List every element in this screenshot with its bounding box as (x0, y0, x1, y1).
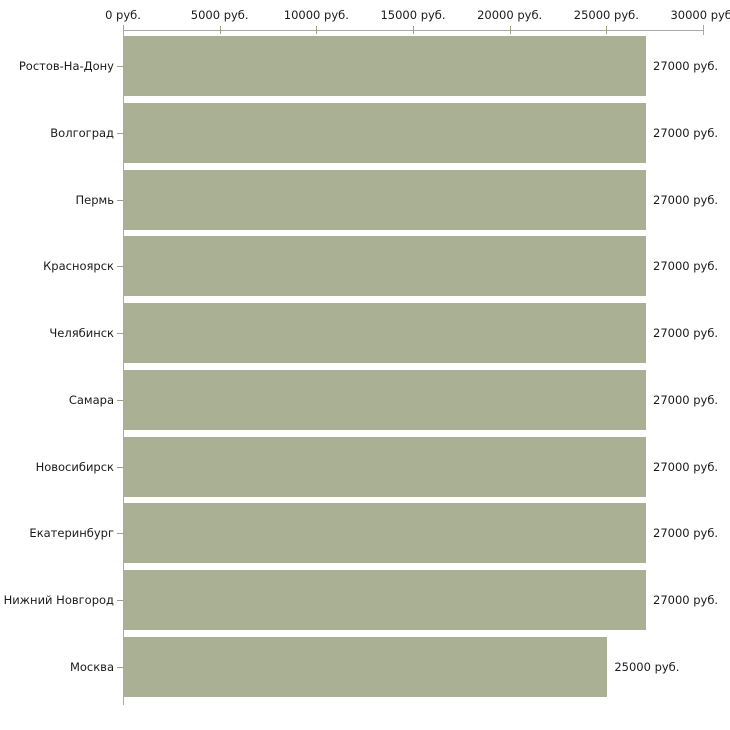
bar[interactable] (124, 236, 646, 297)
bar[interactable] (124, 36, 646, 97)
x-axis-tick (219, 26, 221, 34)
x-axis-tick (316, 26, 318, 34)
y-axis-category-label: Волгоград (50, 126, 114, 141)
y-axis-category-label: Пермь (75, 192, 114, 207)
y-axis-tick (117, 466, 123, 468)
y-axis-tick (117, 266, 123, 268)
y-axis-category-label: Нижний Новгород (3, 592, 114, 607)
bar-value-label: 25000 руб. (614, 659, 680, 674)
x-axis-tick-label: 0 руб. (105, 8, 141, 22)
bar[interactable] (124, 569, 646, 630)
y-axis-line (123, 30, 124, 705)
bar[interactable] (124, 436, 646, 497)
x-axis-tick-label: 25000 руб. (573, 8, 639, 22)
bar[interactable] (124, 169, 646, 230)
bar[interactable] (124, 303, 646, 364)
bar[interactable] (124, 103, 646, 164)
bar-value-label: 27000 руб. (653, 192, 719, 207)
y-axis-tick (117, 199, 123, 201)
x-axis-tick-label: 20000 руб. (477, 8, 543, 22)
y-axis-category-label: Москва (69, 659, 114, 674)
bar-value-label: 27000 руб. (653, 326, 719, 341)
bar-value-label: 27000 руб. (653, 259, 719, 274)
y-axis-tick (117, 599, 123, 601)
y-axis-category-label: Новосибирск (35, 459, 114, 474)
y-axis-tick (117, 399, 123, 401)
bar-value-label: 27000 руб. (653, 126, 719, 141)
bar[interactable] (124, 369, 646, 430)
y-axis-category-label: Самара (68, 392, 114, 407)
y-axis-tick (117, 133, 123, 135)
bar[interactable] (124, 503, 646, 564)
y-axis-tick (117, 333, 123, 335)
bar-value-label: 27000 руб. (653, 459, 719, 474)
x-axis-tick-label: 5000 руб. (190, 8, 249, 22)
bar[interactable] (124, 636, 608, 697)
x-axis-tick (413, 26, 414, 34)
bar-value-label: 27000 руб. (653, 526, 719, 541)
x-axis-tick (606, 26, 608, 34)
y-axis-category-label: Екатеринбург (29, 526, 114, 541)
x-axis-tick-label: 15000 руб. (380, 8, 446, 22)
y-axis-category-label: Красноярск (43, 259, 114, 274)
y-axis-category-label: Челябинск (49, 326, 114, 341)
x-axis-tick (703, 25, 704, 35)
y-axis-category-label: Ростов-На-Дону (18, 59, 114, 74)
bar-value-label: 27000 руб. (653, 592, 719, 607)
bar-value-label: 27000 руб. (653, 59, 719, 74)
x-axis-tick-label: 30000 руб. (670, 8, 730, 22)
x-axis-tick (123, 25, 124, 35)
x-axis-tick (509, 26, 511, 34)
y-axis-tick (117, 66, 123, 68)
y-axis-tick (117, 533, 123, 535)
y-axis-tick (117, 666, 123, 668)
bar-value-label: 27000 руб. (653, 392, 719, 407)
x-axis-tick-label: 10000 руб. (283, 8, 349, 22)
